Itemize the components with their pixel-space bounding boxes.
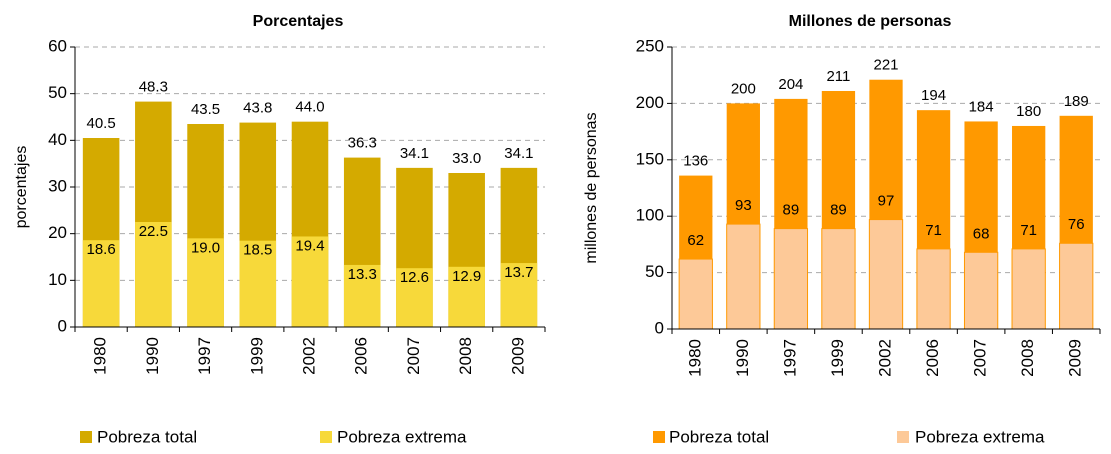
y-axis-label: porcentajes xyxy=(13,146,30,229)
data-label: 189 xyxy=(1064,93,1089,110)
y-tick-label: 10 xyxy=(48,270,67,289)
legend-label: Pobreza total xyxy=(669,427,769,446)
x-tick-label: 1999 xyxy=(828,339,847,377)
legend-swatch xyxy=(320,431,332,443)
data-label: 89 xyxy=(783,202,800,219)
data-label: 211 xyxy=(826,68,850,85)
x-tick-label: 2002 xyxy=(299,337,318,375)
x-tick-label: 2007 xyxy=(404,337,423,375)
data-label: 19.0 xyxy=(191,239,220,256)
data-label: 68 xyxy=(973,225,990,242)
data-label: 12.9 xyxy=(452,268,481,285)
y-tick-label: 100 xyxy=(636,206,664,225)
y-tick-label: 200 xyxy=(636,93,664,112)
y-tick-label: 250 xyxy=(636,36,664,55)
bar xyxy=(396,268,433,327)
chart-title: Porcentajes xyxy=(253,13,344,30)
data-label: 76 xyxy=(1068,216,1085,233)
bar xyxy=(963,251,999,330)
legend-swatch xyxy=(80,431,92,443)
bar xyxy=(448,266,485,327)
bar xyxy=(343,264,381,327)
x-tick-label: 2006 xyxy=(923,339,942,377)
data-label: 36.3 xyxy=(348,135,377,152)
data-label: 89 xyxy=(830,202,847,219)
y-tick-label: 50 xyxy=(48,83,67,102)
y-tick-label: 60 xyxy=(48,36,67,55)
data-label: 71 xyxy=(925,222,942,239)
bar xyxy=(868,219,904,330)
data-label: 184 xyxy=(969,98,994,115)
data-label: 33.0 xyxy=(452,150,481,167)
bar xyxy=(916,248,951,330)
bar xyxy=(500,263,538,327)
y-tick-label: 50 xyxy=(645,262,664,281)
x-tick-label: 1999 xyxy=(247,337,266,375)
y-axis-label: millones de personas xyxy=(583,112,600,263)
y-tick-label: 150 xyxy=(636,149,664,168)
x-tick-label: 1990 xyxy=(143,337,162,375)
data-label: 43.5 xyxy=(191,101,220,118)
data-label: 97 xyxy=(878,193,895,210)
y-tick-label: 20 xyxy=(48,223,67,242)
bar xyxy=(726,223,761,330)
bar xyxy=(1011,248,1046,330)
data-label: 180 xyxy=(1016,103,1041,120)
x-tick-label: 2009 xyxy=(1066,339,1085,377)
data-label: 19.4 xyxy=(295,237,324,254)
legend-label: Pobreza extrema xyxy=(915,427,1045,446)
bar xyxy=(1059,242,1094,330)
x-tick-label: 1990 xyxy=(733,339,752,377)
legend-label: Pobreza total xyxy=(97,427,197,446)
bar xyxy=(773,228,809,330)
data-label: 204 xyxy=(778,76,803,93)
data-label: 34.1 xyxy=(400,145,429,162)
y-tick-label: 0 xyxy=(655,318,664,337)
legend-swatch xyxy=(653,431,665,443)
data-label: 34.1 xyxy=(504,145,533,162)
bar xyxy=(239,240,277,327)
x-tick-label: 2008 xyxy=(1018,339,1037,377)
data-label: 12.6 xyxy=(400,269,429,286)
bar xyxy=(82,240,120,327)
data-label: 194 xyxy=(921,87,946,104)
x-tick-label: 1980 xyxy=(685,339,704,377)
data-label: 71 xyxy=(1020,222,1037,239)
x-tick-label: 2008 xyxy=(456,337,475,375)
y-tick-label: 30 xyxy=(48,176,67,195)
bar xyxy=(135,222,172,327)
data-label: 13.3 xyxy=(348,266,377,283)
bar xyxy=(678,258,713,330)
legend-label: Pobreza extrema xyxy=(337,427,467,446)
x-tick-label: 1980 xyxy=(91,337,110,375)
data-label: 93 xyxy=(735,197,752,214)
x-tick-label: 1997 xyxy=(780,339,799,377)
y-tick-label: 0 xyxy=(58,316,67,335)
x-tick-label: 2006 xyxy=(352,337,371,375)
legend-swatch xyxy=(897,431,909,443)
data-label: 40.5 xyxy=(87,115,116,132)
data-label: 18.5 xyxy=(243,242,272,259)
bar xyxy=(821,228,856,330)
data-label: 48.3 xyxy=(139,79,168,96)
data-label: 136 xyxy=(683,153,708,170)
y-tick-label: 40 xyxy=(48,130,67,149)
x-tick-label: 1997 xyxy=(195,337,214,375)
x-tick-label: 2007 xyxy=(971,339,990,377)
x-tick-label: 2002 xyxy=(875,339,894,377)
data-label: 44.0 xyxy=(295,99,324,116)
data-label: 62 xyxy=(687,232,704,249)
bar xyxy=(187,238,224,327)
data-label: 221 xyxy=(873,57,898,74)
data-label: 200 xyxy=(731,80,756,97)
chart-title: Millones de personas xyxy=(789,13,952,30)
data-label: 18.6 xyxy=(87,241,116,258)
data-label: 13.7 xyxy=(504,264,533,281)
bar xyxy=(291,236,329,327)
data-label: 22.5 xyxy=(139,223,168,240)
x-tick-label: 2009 xyxy=(508,337,527,375)
data-label: 43.8 xyxy=(243,100,272,117)
